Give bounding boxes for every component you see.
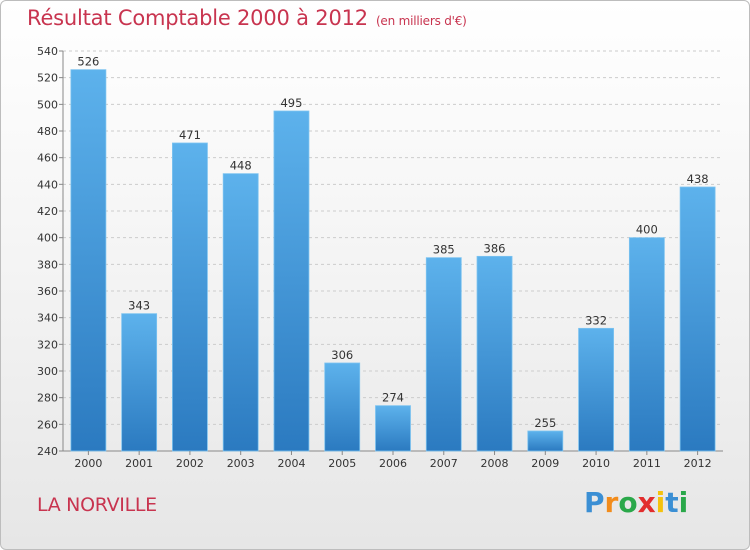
y-tick-label: 340 bbox=[37, 312, 58, 325]
x-tick-label: 2012 bbox=[684, 457, 712, 470]
y-tick-label: 500 bbox=[37, 98, 58, 111]
x-tick-label: 2008 bbox=[481, 457, 509, 470]
bar-value-label: 332 bbox=[585, 313, 607, 327]
y-tick-label: 540 bbox=[37, 45, 58, 58]
y-tick-label: 400 bbox=[37, 232, 58, 245]
x-tick-label: 2004 bbox=[277, 457, 305, 470]
bar bbox=[425, 257, 462, 452]
x-tick-label: 2006 bbox=[379, 457, 407, 470]
bar bbox=[121, 313, 158, 452]
bar-value-label: 448 bbox=[230, 159, 252, 173]
x-axis-ticks: 2000 2001 2002 2003 2004 2005 2006 2007 2008 2009… bbox=[74, 451, 712, 470]
y-tick-label: 480 bbox=[37, 125, 58, 138]
y-tick-label: 360 bbox=[37, 285, 58, 298]
y-tick-label: 280 bbox=[37, 392, 58, 405]
x-tick-label: 2000 bbox=[74, 457, 102, 470]
bar bbox=[273, 110, 310, 452]
x-tick-label: 2003 bbox=[227, 457, 255, 470]
chart-subtitle: (en milliers d'€) bbox=[375, 14, 467, 28]
x-tick-label: 2011 bbox=[633, 457, 661, 470]
logo-letter: x bbox=[637, 486, 656, 519]
y-tick-label: 260 bbox=[37, 418, 58, 431]
title-text: Résultat Comptable 2000 à 2012 bbox=[27, 6, 368, 30]
proxiti-logo[interactable]: Proxiti bbox=[584, 486, 688, 519]
y-tick-label: 380 bbox=[37, 258, 58, 271]
bar bbox=[628, 237, 665, 452]
logo-letter: o bbox=[618, 486, 638, 519]
bar-value-label: 274 bbox=[382, 391, 404, 405]
logo-letter: P bbox=[584, 486, 605, 519]
bar bbox=[679, 186, 716, 452]
bar-value-label: 438 bbox=[687, 172, 709, 186]
bar bbox=[222, 173, 259, 452]
y-tick-label: 440 bbox=[37, 178, 58, 191]
bar-value-label: 385 bbox=[433, 243, 455, 257]
city-name: LA NORVILLE bbox=[37, 494, 157, 516]
x-tick-label: 2007 bbox=[430, 457, 458, 470]
y-tick-label: 420 bbox=[37, 205, 58, 218]
bar-value-label: 526 bbox=[77, 55, 99, 69]
value-labels: 526 343 471 448 495 306 274 385 386 255 332 400 438 bbox=[77, 55, 708, 430]
bars bbox=[70, 69, 716, 452]
bar bbox=[324, 362, 361, 452]
y-tick-label: 320 bbox=[37, 338, 58, 351]
x-tick-label: 2002 bbox=[176, 457, 204, 470]
y-axis-ticks: 240 260 280 300 320 340 360 380 400 420 440 460 480 5… bbox=[37, 45, 63, 458]
bar-value-label: 255 bbox=[534, 416, 556, 430]
y-tick-label: 460 bbox=[37, 152, 58, 165]
bar bbox=[172, 142, 208, 452]
bar-value-label: 495 bbox=[280, 96, 302, 110]
bar-value-label: 343 bbox=[128, 299, 150, 313]
bar bbox=[527, 430, 564, 452]
bar-value-label: 400 bbox=[636, 223, 658, 237]
y-tick-label: 300 bbox=[37, 365, 58, 378]
logo-letter: i bbox=[655, 486, 666, 519]
x-tick-label: 2010 bbox=[582, 457, 610, 470]
logo-letter: r bbox=[604, 486, 619, 519]
y-tick-label: 520 bbox=[37, 72, 58, 85]
logo-letter: t bbox=[665, 486, 679, 519]
x-tick-label: 2005 bbox=[328, 457, 356, 470]
chart-title: Résultat Comptable 2000 à 2012 (en millie… bbox=[27, 6, 467, 30]
bar bbox=[70, 69, 107, 452]
x-tick-label: 2001 bbox=[125, 457, 153, 470]
y-tick-label: 240 bbox=[37, 445, 58, 458]
bar bbox=[375, 405, 411, 452]
x-tick-label: 2009 bbox=[531, 457, 559, 470]
bar-value-label: 471 bbox=[179, 128, 201, 142]
bar-value-label: 306 bbox=[331, 348, 353, 362]
bar bbox=[476, 255, 513, 452]
logo-letter: i bbox=[678, 486, 689, 519]
bar bbox=[578, 327, 614, 452]
bar-value-label: 386 bbox=[484, 241, 506, 255]
